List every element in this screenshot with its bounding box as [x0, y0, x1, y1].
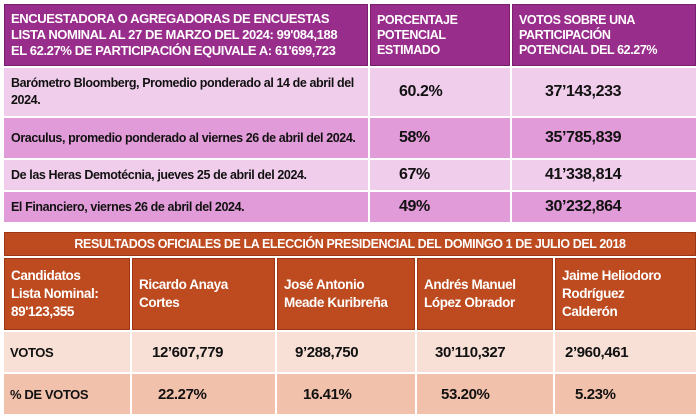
candidate-votes: 2’960,461	[555, 332, 696, 372]
poll-percent: 60.2%	[370, 68, 510, 116]
header-votes: VOTOS SOBRE UNA PARTICIPACIÓN POTENCIAL …	[512, 4, 696, 66]
votes-label: VOTOS	[4, 332, 130, 372]
candidate-name-line: Jaime Heliodoro	[562, 268, 662, 283]
polls-header-row: ENCUESTADORA O AGREGADORAS DE ENCUESTAS …	[4, 4, 696, 66]
candidate-name: Jaime Heliodoro Rodríguez Calderón	[555, 258, 696, 330]
candidate-name-line: Ricardo Anaya	[139, 277, 228, 292]
header-pollster-line: LISTA NOMINAL AL 27 DE MARZO DEL 2024: 9…	[11, 27, 338, 42]
results-title: RESULTADOS OFICIALES DE LA ELECCIÓN PRES…	[4, 232, 696, 256]
candidate-percent: 22.27%	[132, 374, 275, 414]
candidate-name-line: José Antonio	[284, 277, 365, 292]
candidate-name-line: López Obrador	[424, 295, 515, 310]
candidate-name-line: Cortes	[139, 295, 180, 310]
pollster-name: El Financiero, viernes 26 de abril del 2…	[4, 192, 368, 222]
candidate-votes: 9’288,750	[277, 332, 415, 372]
candidates-label-line: Lista Nominal:	[11, 286, 99, 301]
header-percent-line: POTENCIAL	[377, 27, 446, 42]
header-votes-line: PARTICIPACIÓN	[519, 27, 611, 42]
pollster-name: Barómetro Bloomberg, Promedio ponderado …	[4, 68, 368, 116]
candidate-percent: 5.23%	[555, 374, 696, 414]
header-percent-line: PORCENTAJE	[377, 12, 458, 27]
results-table: RESULTADOS OFICIALES DE LA ELECCIÓN PRES…	[2, 230, 698, 416]
candidates-label: Candidatos Lista Nominal: 89'123,355	[4, 258, 130, 330]
candidates-label-line: 89'123,355	[11, 304, 75, 319]
poll-votes: 41’338,814	[512, 160, 696, 190]
percent-label: % DE VOTOS	[4, 374, 130, 414]
votes-row: VOTOS 12’607,779 9’288,750 30’110,327 2’…	[4, 332, 696, 372]
header-pollster: ENCUESTADORA O AGREGADORAS DE ENCUESTAS …	[4, 4, 368, 66]
table-row: Barómetro Bloomberg, Promedio ponderado …	[4, 68, 696, 116]
percent-row: % DE VOTOS 22.27% 16.41% 53.20% 5.23%	[4, 374, 696, 414]
pollster-name: Oraculus, promedio ponderado al viernes …	[4, 118, 368, 158]
header-pollster-line: EL 62.27% DE PARTICIPACIÓN EQUIVALE A: 6…	[11, 43, 336, 58]
polls-table: ENCUESTADORA O AGREGADORAS DE ENCUESTAS …	[2, 2, 698, 224]
poll-percent: 67%	[370, 160, 510, 190]
candidate-name-line: Calderón	[562, 304, 618, 319]
candidates-label-line: Candidatos	[11, 268, 81, 283]
candidate-votes: 30’110,327	[417, 332, 553, 372]
header-percent: PORCENTAJE POTENCIAL ESTIMADO	[370, 4, 510, 66]
header-percent-line: ESTIMADO	[377, 42, 440, 57]
table-row: De las Heras Demotécnia, jueves 25 de ab…	[4, 160, 696, 190]
candidate-votes: 12’607,779	[132, 332, 275, 372]
pollster-name: De las Heras Demotécnia, jueves 25 de ab…	[4, 160, 368, 190]
candidate-name-line: Andrés Manuel	[424, 277, 516, 292]
poll-votes: 35’785,839	[512, 118, 696, 158]
candidate-percent: 53.20%	[417, 374, 553, 414]
candidate-name-line: Rodríguez	[562, 286, 625, 301]
candidate-name-line: Meade Kuribreña	[284, 295, 388, 310]
candidate-name: José Antonio Meade Kuribreña	[277, 258, 415, 330]
header-votes-line: VOTOS SOBRE UNA	[519, 12, 636, 27]
table-row: El Financiero, viernes 26 de abril del 2…	[4, 192, 696, 222]
poll-percent: 58%	[370, 118, 510, 158]
poll-votes: 30’232,864	[512, 192, 696, 222]
candidates-header-row: Candidatos Lista Nominal: 89'123,355 Ric…	[4, 258, 696, 330]
poll-percent: 49%	[370, 192, 510, 222]
candidate-percent: 16.41%	[277, 374, 415, 414]
header-votes-line: POTENCIAL DEL 62.27%	[519, 42, 658, 57]
table-row: Oraculus, promedio ponderado al viernes …	[4, 118, 696, 158]
results-title-row: RESULTADOS OFICIALES DE LA ELECCIÓN PRES…	[4, 232, 696, 256]
candidate-name: Andrés Manuel López Obrador	[417, 258, 553, 330]
poll-votes: 37’143,233	[512, 68, 696, 116]
header-pollster-line: ENCUESTADORA O AGREGADORAS DE ENCUESTAS	[11, 11, 330, 26]
candidate-name: Ricardo Anaya Cortes	[132, 258, 275, 330]
